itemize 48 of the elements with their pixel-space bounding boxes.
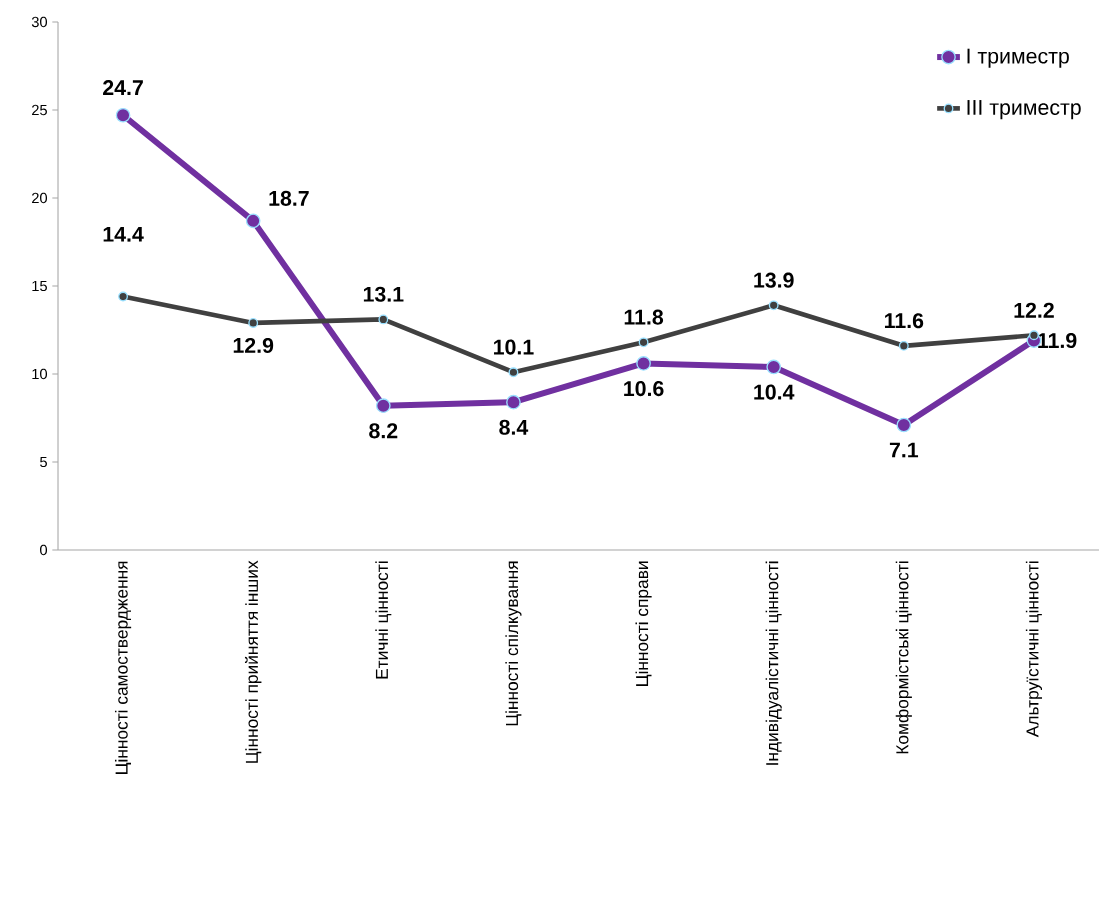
y-tick-label: 10: [32, 368, 48, 380]
data-label: 18.7: [269, 190, 309, 206]
y-tick-label: 5: [40, 456, 47, 468]
data-label: 11.8: [624, 309, 664, 325]
data-label: 10.6: [624, 381, 664, 397]
data-label: 24.7: [103, 80, 143, 96]
x-tick-label: Альтруїстичні цінності: [1025, 561, 1043, 738]
point: [245, 213, 261, 229]
point: [506, 394, 521, 410]
point: [1029, 330, 1039, 341]
y-tick-label: 20: [32, 192, 48, 204]
data-label: 10.4: [754, 384, 795, 400]
x-tick-label: Цінності справи: [635, 561, 652, 686]
point: [898, 340, 909, 351]
point: [508, 367, 519, 378]
data-label: 10.1: [494, 339, 534, 355]
y-tick-label: 30: [31, 16, 48, 28]
x-tick-label: Комформістські цінності: [895, 561, 912, 754]
point: [638, 337, 649, 348]
point: [375, 398, 391, 414]
y-tick-label: 0: [40, 544, 48, 556]
point: [896, 417, 912, 433]
point: [636, 356, 651, 371]
x-tick-label: Етичні цінності: [375, 561, 392, 679]
data-label: 11.9: [1038, 333, 1077, 349]
data-label: 13.9: [754, 272, 794, 288]
data-label: 14.4: [103, 226, 144, 242]
point: [115, 107, 131, 123]
data-label: 8.4: [499, 419, 529, 435]
point: [768, 300, 779, 311]
x-tick-label: Цінності спілкування: [505, 561, 522, 726]
y-tick-label: 25: [32, 104, 47, 116]
data-label: 7.1: [889, 442, 919, 458]
point: [248, 318, 259, 328]
point: [378, 314, 389, 325]
y-tick-label: 15: [32, 280, 47, 292]
legend-label: III триместр: [967, 100, 1081, 120]
data-label: 12.2: [1014, 302, 1054, 318]
point: [766, 359, 782, 375]
point: [118, 291, 129, 302]
x-tick-label: Цінності самоствердження: [114, 561, 132, 774]
data-label: 13.1: [363, 286, 404, 302]
x-tick-label: Індивідуалістичні цінності: [765, 561, 782, 765]
data-label: 8.2: [369, 423, 398, 439]
data-label: 11.6: [884, 313, 924, 329]
data-label: 12.9: [233, 337, 274, 353]
x-tick-label: Цінності прийняття інших: [244, 560, 262, 763]
legend-label: I триместр: [967, 48, 1069, 68]
